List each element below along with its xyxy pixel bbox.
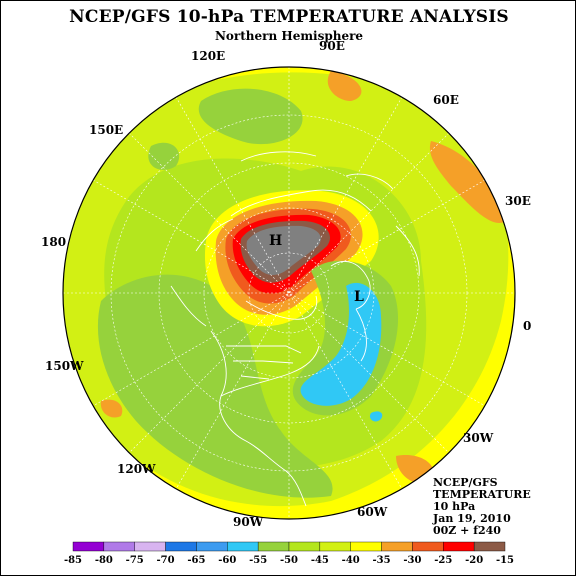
colorbar-swatch: [134, 541, 166, 552]
colorbar-tick-label: -50: [280, 555, 298, 566]
lon-label-0: 0: [523, 319, 532, 333]
colorbar-tick-label: -20: [465, 555, 483, 566]
lon-label-150w: 150W: [45, 359, 84, 373]
map-title: NCEP/GFS 10-hPa TEMPERATURE ANALYSIS: [69, 7, 509, 27]
coastlines: [170, 151, 420, 507]
map-subtitle: Northern Hemisphere: [214, 29, 364, 43]
colorbar-swatch: [443, 541, 475, 552]
high-marker: H: [269, 233, 283, 249]
colorbar-swatch: [227, 541, 259, 552]
colorbar-tick-label: -25: [434, 555, 452, 566]
colorbar-swatch: [165, 541, 197, 552]
contour-minus35-n: [327, 71, 362, 101]
colorbar-tick-label: -35: [373, 555, 391, 566]
colorbar-swatch: [72, 541, 105, 552]
contour-minus55-patch: [148, 142, 180, 170]
colorbar-tick-label: -30: [403, 555, 421, 566]
colorbar-tick-label: -80: [95, 555, 113, 566]
colorbar-tick-label: -85: [64, 555, 82, 566]
colorbar: -85 -80 -75 -70 -65 -60 -55 -50 -45 -40 -35 -30 -25 -…: [64, 541, 514, 566]
contour-minus60-patch: [369, 411, 383, 422]
graticule: [63, 67, 515, 519]
contour-minus35-ne: [429, 141, 506, 223]
colorbar-tick-label: -55: [249, 555, 267, 566]
colorbar-swatch: [350, 541, 382, 552]
colorbar-tick-label: -45: [311, 555, 329, 566]
lon-label-60w: 60W: [357, 505, 388, 519]
info-date: Jan 19, 2010: [433, 512, 511, 525]
colorbar-tick-label: -40: [342, 555, 360, 566]
info-level: 10 hPa: [433, 500, 476, 513]
lon-label-180: 180: [41, 235, 67, 249]
colorbar-swatch: [196, 541, 228, 552]
colorbar-swatch: [288, 541, 321, 552]
lon-label-30e: 30E: [505, 194, 531, 208]
lon-label-150e: 150E: [89, 123, 124, 137]
info-forecast: 00Z + f240: [433, 524, 501, 537]
colorbar-swatch: [319, 541, 351, 552]
lon-label-120e: 120E: [191, 49, 226, 63]
colorbar-swatch: [381, 541, 413, 552]
colorbar-swatch: [103, 541, 135, 552]
info-variable: TEMPERATURE: [433, 488, 531, 501]
contour-minus35-sw: [100, 399, 123, 418]
colorbar-tick-label: -60: [218, 555, 236, 566]
contour-minus55-north: [198, 88, 303, 145]
colorbar-swatch: [473, 541, 506, 552]
contour-minus15-core: [246, 225, 321, 275]
lon-label-120w: 120W: [117, 462, 156, 476]
info-model: NCEP/GFS: [433, 476, 498, 489]
contour-minus55-west: [97, 274, 333, 498]
colorbar-swatch: [257, 541, 290, 552]
colorbar-tick-label: -65: [187, 555, 205, 566]
colorbar-swatch: [412, 541, 444, 552]
contour-minus60-cold: [300, 282, 382, 406]
lon-label-90w: 90W: [233, 515, 264, 529]
map-border: [62, 66, 516, 520]
lon-label-90e: 90E: [319, 39, 345, 53]
info-block: NCEP/GFS TEMPERATURE 10 hPa Jan 19, 2010…: [433, 477, 531, 537]
colorbar-tick-label: -70: [157, 555, 175, 566]
low-marker: L: [354, 289, 364, 305]
colorbar-tick-label: -75: [126, 555, 144, 566]
lon-label-60e: 60E: [433, 93, 459, 107]
lon-label-30w: 30W: [463, 431, 494, 445]
colorbar-tick-label: -15: [496, 555, 514, 566]
